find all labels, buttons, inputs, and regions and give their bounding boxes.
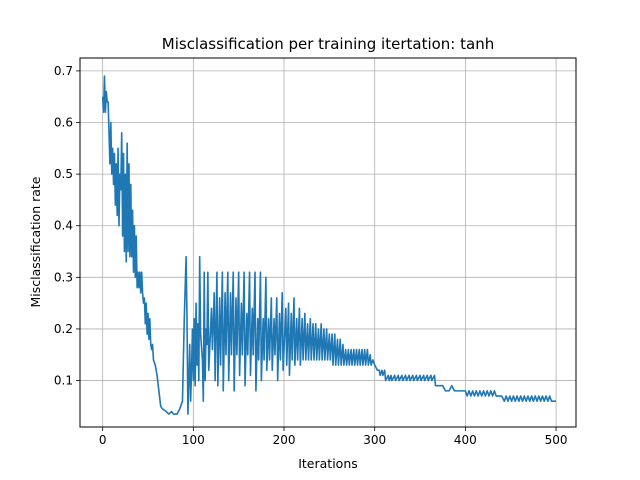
y-tick-label: 0.5 bbox=[54, 167, 73, 181]
y-tick-label: 0.7 bbox=[54, 64, 73, 78]
ticks: 0 100 200 300 400 500 0.1 0.2 0.3 0.4 0.5 0.6 0.7 bbox=[54, 64, 568, 447]
x-axis-label: Iterations bbox=[298, 456, 358, 471]
chart-title: Misclassification per training itertatio… bbox=[162, 35, 494, 53]
y-tick-label: 0.4 bbox=[54, 219, 73, 233]
series-line bbox=[101, 75, 557, 415]
x-tick-label: 400 bbox=[454, 433, 477, 447]
y-tick-label: 0.6 bbox=[54, 116, 73, 130]
axes-frame bbox=[79, 57, 577, 428]
y-axis-label: Misclassification rate bbox=[28, 176, 43, 307]
x-tick-label: 100 bbox=[182, 433, 205, 447]
x-tick-label: 300 bbox=[363, 433, 386, 447]
x-tick-label: 200 bbox=[273, 433, 296, 447]
y-tick-label: 0.2 bbox=[54, 322, 73, 336]
grid bbox=[80, 58, 576, 427]
plot-area bbox=[101, 75, 557, 415]
x-tick-label: 0 bbox=[99, 433, 107, 447]
x-tick-label: 500 bbox=[545, 433, 568, 447]
y-tick-label: 0.3 bbox=[54, 270, 73, 284]
y-tick-label: 0.1 bbox=[54, 374, 73, 388]
